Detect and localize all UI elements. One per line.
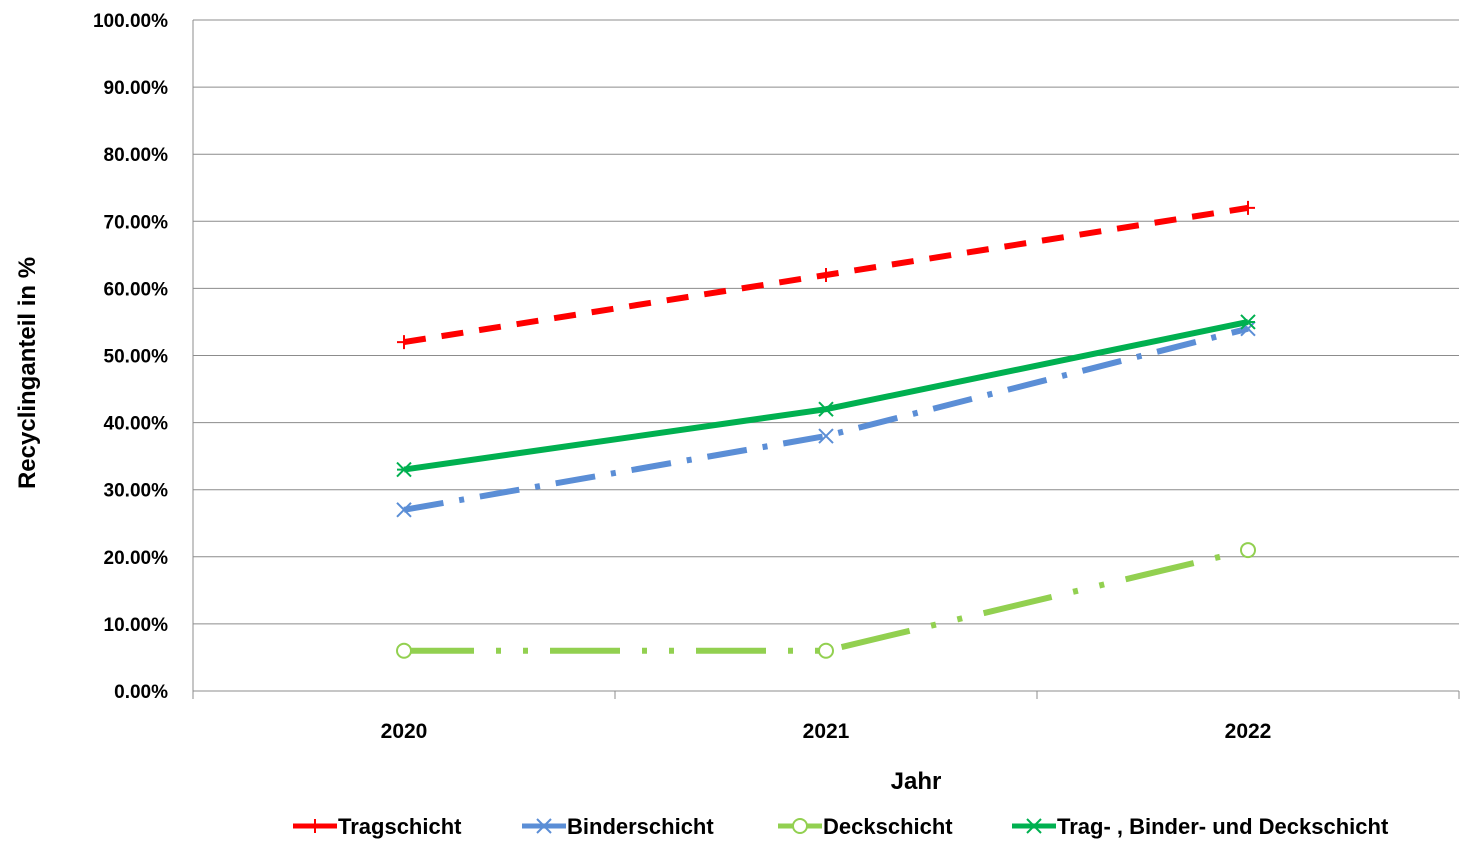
- legend: Tragschicht Binderschicht Deckschicht Trag-…: [293, 814, 1389, 839]
- legend-item: Binderschicht: [522, 814, 714, 839]
- series-tragschicht: [397, 200, 1255, 350]
- x-marker: [536, 818, 552, 834]
- y-tick-label: 10.00%: [104, 615, 169, 636]
- y-tick-label: 20.00%: [104, 548, 169, 569]
- legend-item: Deckschicht: [778, 814, 953, 839]
- y-tick-label: 80.00%: [104, 145, 169, 166]
- legend-item: Trag- , Binder- und Deckschicht: [1012, 814, 1389, 839]
- legend-label: Tragschicht: [338, 814, 462, 839]
- series-binderschicht: [396, 320, 1256, 518]
- legend-label: Deckschicht: [823, 814, 953, 839]
- x-tick-labels: 2020 2021 2022: [381, 720, 1272, 743]
- plus-marker: [397, 335, 411, 350]
- y-tick-labels: 0.00% 10.00% 20.00% 30.00% 40.00% 50.00% 60.00…: [93, 11, 168, 703]
- x-marker: [396, 502, 412, 518]
- circle-marker: [1240, 542, 1256, 559]
- circle-marker: [818, 642, 834, 659]
- legend-item: Tragschicht: [293, 814, 462, 839]
- circle-marker: [792, 818, 808, 834]
- circle-marker: [396, 642, 412, 659]
- series-trag-binder-und-deckschicht: [396, 314, 1256, 478]
- series-deckschicht: [396, 542, 1256, 659]
- legend-label: Binderschicht: [567, 814, 714, 839]
- x-tick-label: 2021: [803, 720, 850, 743]
- series-line: [403, 325, 1249, 513]
- plus-marker: [1241, 200, 1255, 215]
- x-tick-label: 2022: [1225, 720, 1272, 743]
- y-tick-label: 50.00%: [104, 347, 169, 368]
- star-marker: [396, 461, 412, 478]
- axes: [192, 20, 1460, 699]
- y-tick-label: 100.00%: [93, 11, 168, 32]
- x-axis-label: Jahr: [891, 768, 942, 795]
- star-marker: [1026, 818, 1042, 834]
- y-tick-label: 30.00%: [104, 481, 169, 502]
- y-tick-label: 0.00%: [114, 682, 168, 703]
- y-axis-label: Recyclinganteil in %: [14, 257, 41, 489]
- star-marker: [818, 401, 834, 417]
- plus-marker: [819, 267, 833, 282]
- y-tick-label: 60.00%: [104, 279, 169, 300]
- x-marker: [818, 428, 834, 444]
- series-line: [404, 547, 1249, 654]
- gridlines: [193, 19, 1459, 625]
- series-line: [403, 319, 1249, 473]
- plus-marker: [308, 819, 322, 833]
- x-tick-label: 2020: [381, 720, 428, 743]
- y-tick-label: 40.00%: [104, 414, 169, 435]
- y-tick-label: 70.00%: [104, 212, 169, 233]
- y-tick-label: 90.00%: [104, 78, 169, 99]
- star-marker: [1240, 314, 1256, 330]
- legend-label: Trag- , Binder- und Deckschicht: [1057, 814, 1389, 839]
- series-lines: [396, 200, 1256, 659]
